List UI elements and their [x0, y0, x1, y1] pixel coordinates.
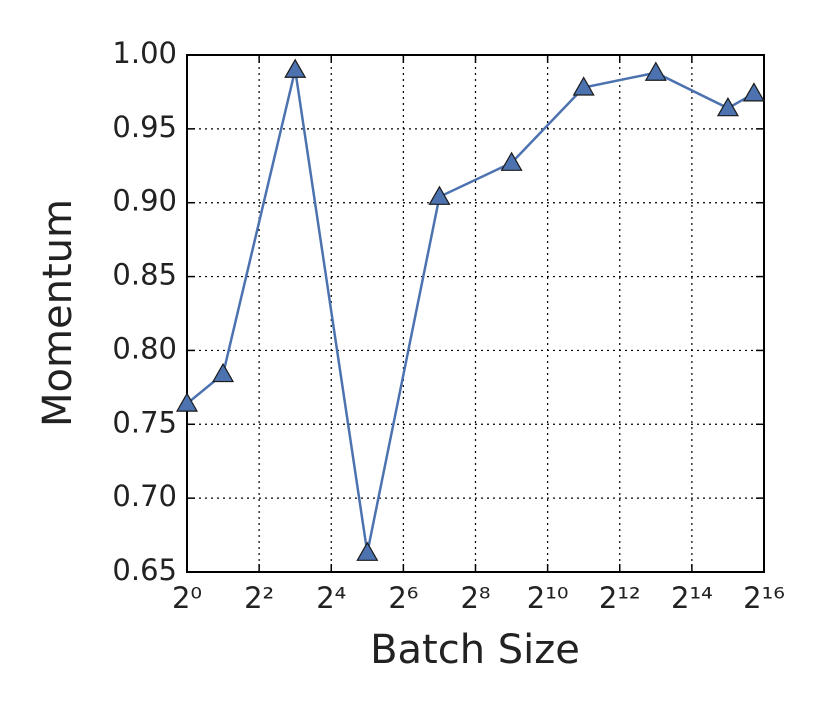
y-axis-label: Momentum: [35, 199, 81, 427]
x-tick-label: 2⁴: [316, 581, 346, 615]
marker: [356, 541, 379, 561]
marker: [572, 76, 595, 96]
x-tick-label: 2¹²: [599, 581, 641, 615]
y-tick-label: 0.95: [112, 110, 177, 144]
marker: [500, 151, 523, 171]
x-tick-label: 2²: [244, 581, 274, 615]
marker: [716, 96, 739, 117]
y-tick-label: 1.00: [112, 36, 177, 70]
data-line: [186, 69, 755, 554]
marker: [428, 185, 451, 205]
marker: [212, 362, 235, 383]
y-tick-label: 0.65: [112, 553, 177, 587]
marker: [175, 392, 199, 412]
y-tick-label: 0.85: [112, 258, 177, 292]
y-tick-label: 0.80: [112, 331, 177, 365]
x-tick-label: 2¹⁴: [671, 581, 713, 615]
plot-frame: [186, 54, 765, 573]
y-tick-label: 0.75: [112, 405, 177, 439]
x-tick-label: 2⁸: [460, 581, 490, 615]
marker: [644, 61, 667, 81]
x-tick-label: 2⁰: [172, 581, 202, 615]
marker: [284, 58, 307, 78]
y-tick-label: 0.70: [112, 479, 177, 513]
x-tick-label: 2⁶: [388, 581, 418, 615]
x-tick-label: 2¹⁶: [743, 581, 785, 615]
y-tick-label: 0.90: [112, 184, 177, 218]
x-axis-label: Batch Size: [370, 627, 580, 673]
marker: [742, 82, 765, 102]
x-tick-label: 2¹⁰: [527, 581, 569, 615]
